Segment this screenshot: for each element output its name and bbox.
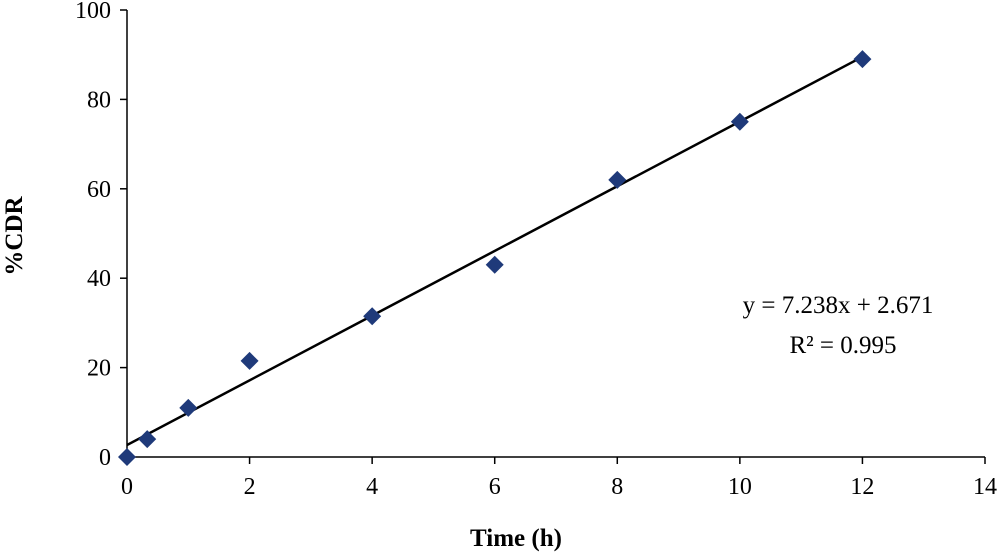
data-point	[118, 448, 136, 466]
y-tick-label: 0	[99, 445, 111, 471]
y-tick-label: 40	[87, 266, 111, 292]
x-tick-label: 2	[244, 474, 256, 500]
trendline	[126, 55, 864, 447]
trendline-equation: y = 7.238x + 2.671	[743, 292, 934, 319]
x-axis-title: Time (h)	[470, 525, 562, 552]
data-point	[138, 430, 157, 449]
x-tick-label: 0	[121, 474, 133, 500]
data-point	[608, 170, 627, 189]
data-point	[485, 255, 504, 274]
data-points	[118, 50, 872, 466]
x-tick-label: 14	[973, 474, 997, 500]
trendline-r-squared: R² = 0.995	[789, 332, 896, 359]
x-tick-label: 6	[489, 474, 501, 500]
y-axis-title: %CDR	[1, 195, 28, 275]
data-point	[853, 50, 872, 69]
x-tick-label: 4	[366, 474, 378, 500]
data-point	[730, 112, 749, 131]
x-axis-ticks: 0 2 4 6 8 10 12 14	[121, 457, 997, 500]
data-point	[240, 351, 259, 370]
y-tick-label: 60	[87, 177, 111, 203]
data-point	[179, 398, 198, 417]
y-tick-label: 20	[87, 356, 111, 382]
y-tick-label: 80	[87, 87, 111, 113]
y-axis-ticks: 0 20 40 60 80 100	[75, 0, 127, 471]
y-tick-label: 100	[75, 0, 111, 24]
data-point	[363, 307, 382, 326]
x-tick-label: 8	[611, 474, 623, 500]
x-tick-label: 10	[728, 474, 752, 500]
x-tick-label: 12	[850, 474, 874, 500]
axes	[126, 10, 985, 458]
